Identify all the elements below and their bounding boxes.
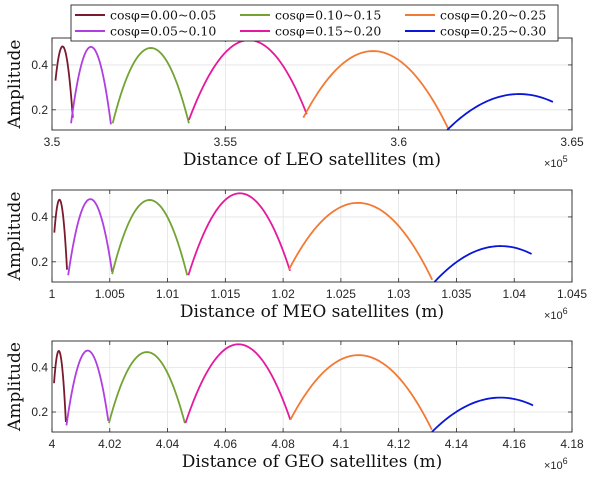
legend-label-5: cosφ=0.20~0.25 — [440, 8, 546, 23]
series-line-3 — [111, 47, 190, 124]
legend-label-3: cosφ=0.10~0.15 — [275, 8, 381, 23]
x-tick-label: 4.14 — [445, 437, 469, 451]
series-line-2 — [70, 45, 112, 125]
x-exponent-label: ×106 — [544, 306, 568, 322]
series-line-4 — [184, 343, 292, 424]
x-tick-label: 1.03 — [387, 287, 411, 301]
x-tick-label: 1.04 — [503, 287, 527, 301]
x-tick-label: 1.035 — [441, 287, 471, 301]
x-tick-label: 3.65 — [560, 135, 584, 149]
x-axis-label: Distance of LEO satellites (m) — [183, 150, 441, 170]
x-tick-label: 4.16 — [503, 437, 527, 451]
y-axis-label: Amplitude — [5, 192, 25, 282]
series-line-4 — [188, 39, 308, 121]
series-line-5 — [302, 50, 450, 130]
axes-box — [51, 340, 573, 433]
chart-panel-3: 4 4.02 4.04 4.06 4.08 4.1 4.12 4.14 4.16 4.18 0.2 0… — [5, 340, 584, 472]
legend-label-2: cosφ=0.05~0.10 — [110, 24, 216, 39]
series-line-5 — [289, 354, 433, 431]
series-line-1 — [54, 45, 74, 118]
series-line-3 — [111, 199, 189, 276]
x-tick-label: 4.12 — [387, 437, 411, 451]
axes-box — [51, 37, 573, 131]
x-exponent-label: ×106 — [544, 456, 568, 472]
legend-label-6: cosφ=0.25~0.30 — [440, 24, 546, 39]
series-line-2 — [67, 198, 113, 276]
series-line-6 — [433, 245, 532, 282]
legend-label-1: cosφ=0.00~0.05 — [110, 8, 216, 23]
series-line-5 — [288, 201, 433, 281]
y-tick-label: 0.2 — [31, 255, 48, 269]
x-tick-label: 1.045 — [557, 287, 587, 301]
y-tick-label: 0.4 — [31, 210, 48, 224]
x-tick-label: 4 — [49, 437, 56, 451]
x-tick-label: 3.5 — [44, 135, 61, 149]
chart-panel-1: 3.5 3.55 3.6 3.65 0.2 0.4 Distance of LEO sate… — [5, 37, 584, 170]
x-axis-label: Distance of MEO satellites (m) — [180, 302, 444, 322]
x-tick-label: 1.015 — [210, 287, 240, 301]
x-tick-label: 4.02 — [98, 437, 122, 451]
series-line-4 — [187, 192, 291, 276]
y-tick-label: 0.2 — [31, 103, 48, 117]
legend-box — [70, 4, 559, 42]
y-tick-label: 0.4 — [31, 58, 48, 72]
x-tick-label: 3.6 — [390, 135, 407, 149]
x-tick-label: 1.01 — [156, 287, 180, 301]
x-tick-label: 1.02 — [271, 287, 295, 301]
series-line-6 — [446, 93, 554, 130]
x-tick-label: 1.005 — [95, 287, 125, 301]
series-line-6 — [431, 396, 534, 432]
x-tick-label: 4.18 — [560, 437, 584, 451]
y-tick-label: 0.2 — [31, 405, 48, 419]
x-tick-label: 1 — [49, 287, 56, 301]
y-axis-label: Amplitude — [5, 40, 25, 130]
chart-panel-2: 1 1.005 1.01 1.015 1.02 1.025 1.03 1.035 1.04 1.0… — [5, 189, 587, 322]
series-line-1 — [53, 198, 68, 270]
series-line-3 — [108, 351, 186, 424]
x-exponent-label: ×105 — [544, 154, 568, 170]
x-tick-label: 4.04 — [156, 437, 180, 451]
legend-label-4: cosφ=0.15~0.20 — [275, 24, 381, 39]
x-tick-label: 4.08 — [271, 437, 295, 451]
axes-box — [51, 189, 573, 283]
x-tick-label: 4.06 — [214, 437, 238, 451]
y-tick-label: 0.4 — [31, 361, 48, 375]
x-axis-label: Distance of GEO satellites (m) — [182, 452, 442, 472]
x-tick-label: 3.55 — [214, 135, 238, 149]
y-axis-label: Amplitude — [5, 342, 25, 432]
x-tick-label: 1.025 — [326, 287, 356, 301]
x-tick-label: 4.1 — [333, 437, 350, 451]
series-line-1 — [53, 349, 67, 423]
series-line-2 — [65, 349, 110, 426]
